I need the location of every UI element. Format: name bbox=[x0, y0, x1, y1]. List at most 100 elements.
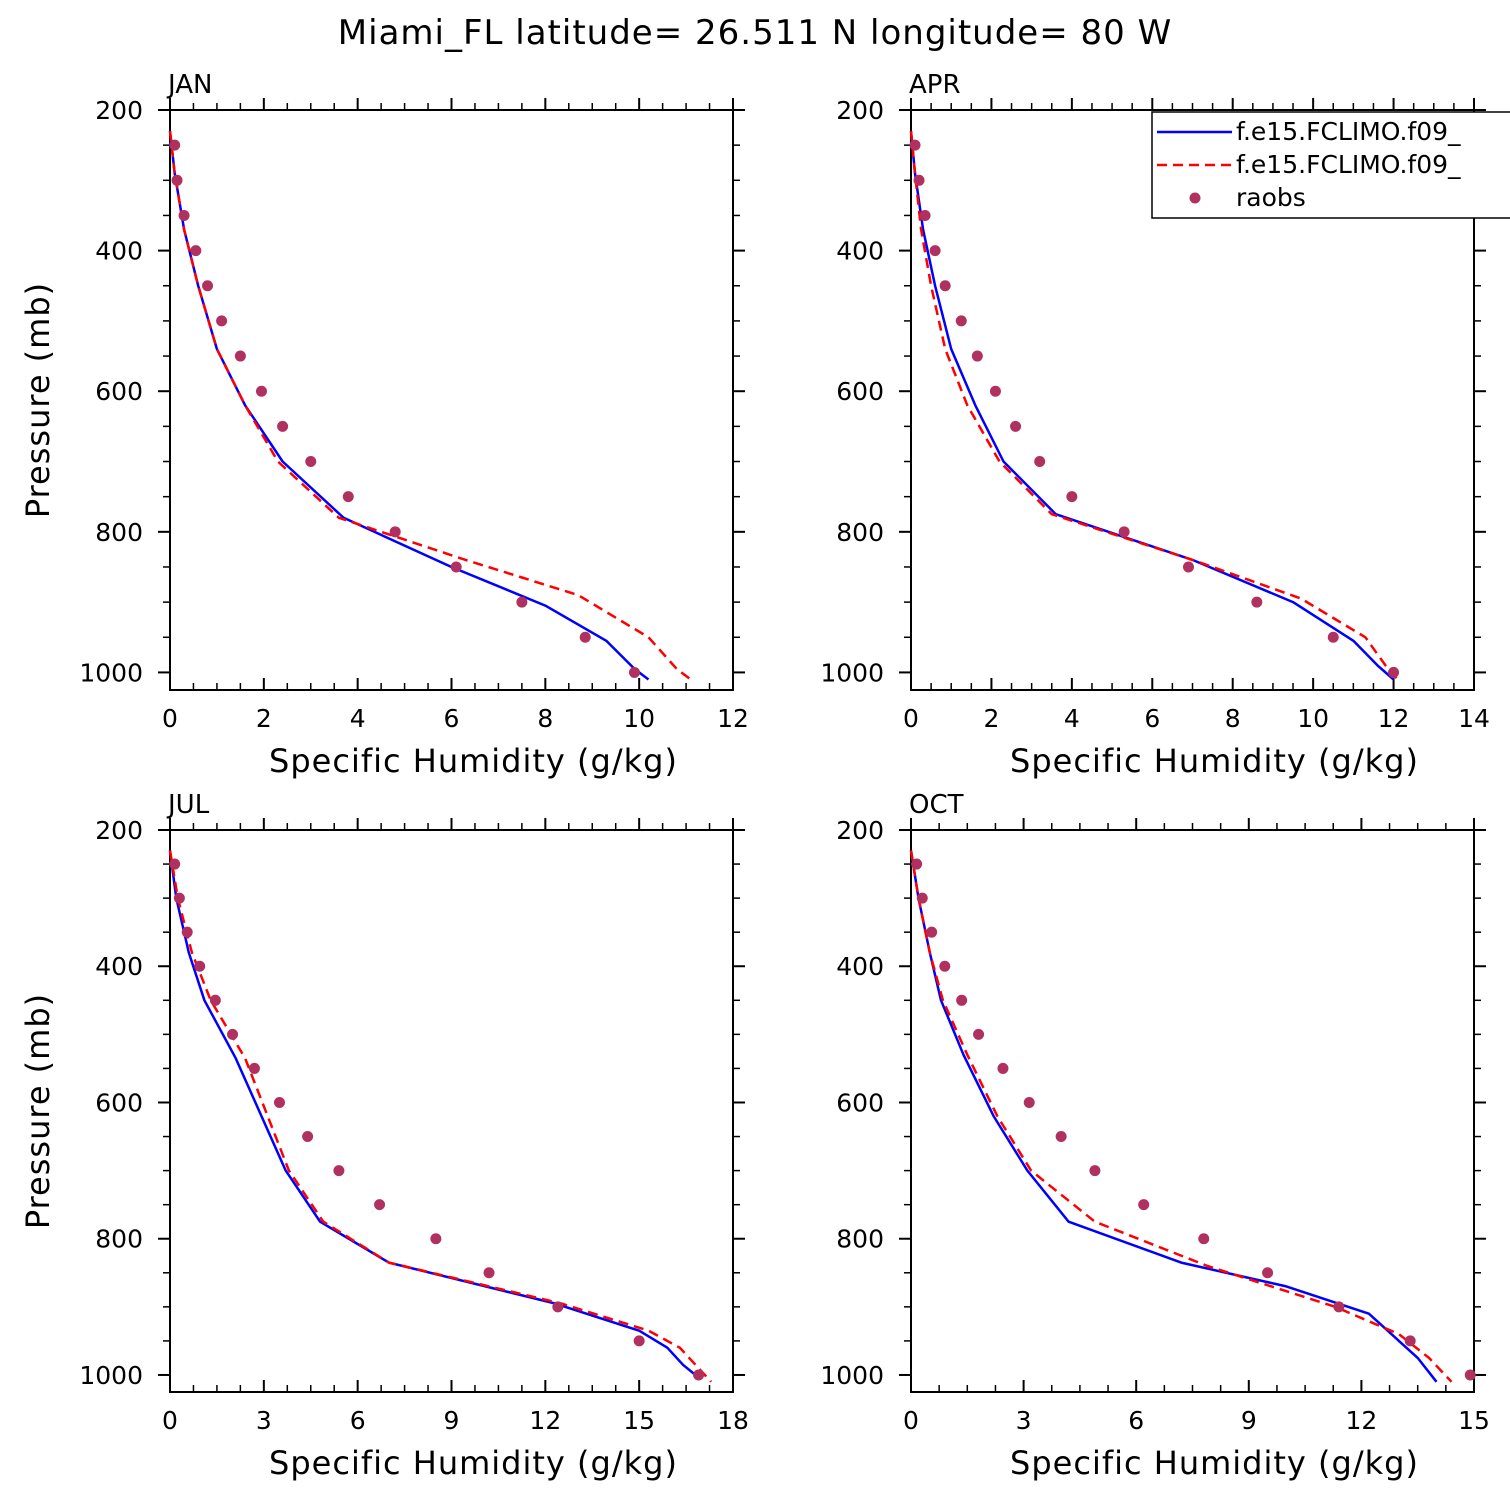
data-point-raobs bbox=[389, 526, 401, 538]
data-point-raobs bbox=[255, 385, 267, 397]
y-tick-label: 600 bbox=[836, 1088, 884, 1117]
y-axis-title-jul: Pressure (mb) bbox=[19, 993, 57, 1229]
data-point-raobs bbox=[1251, 596, 1263, 608]
x-axis-title-jan: Specific Humidity (g/kg) bbox=[269, 742, 678, 780]
data-point-raobs bbox=[178, 209, 190, 221]
data-point-raobs bbox=[929, 245, 941, 257]
x-tick-label: 9 bbox=[1241, 1406, 1257, 1435]
panel-label-oct: OCT bbox=[909, 790, 964, 820]
data-point-raobs bbox=[234, 350, 246, 362]
data-point-raobs bbox=[1010, 420, 1022, 432]
x-tick-label: 0 bbox=[903, 704, 919, 733]
data-point-raobs bbox=[169, 139, 181, 151]
x-tick-label: 0 bbox=[903, 1406, 919, 1435]
data-point-raobs bbox=[1089, 1165, 1101, 1177]
data-point-raobs bbox=[919, 209, 931, 221]
x-tick-label: 18 bbox=[717, 1406, 749, 1435]
y-axis-title-jan: Pressure (mb) bbox=[19, 282, 57, 518]
data-point-raobs bbox=[1262, 1267, 1274, 1279]
x-tick-label: 12 bbox=[1378, 704, 1410, 733]
data-point-raobs bbox=[973, 1028, 985, 1040]
panel-label-jan: JAN bbox=[166, 70, 212, 100]
data-point-raobs bbox=[1327, 631, 1339, 643]
x-tick-label: 2 bbox=[256, 704, 272, 733]
data-point-raobs bbox=[1066, 491, 1078, 503]
data-point-raobs bbox=[227, 1028, 239, 1040]
y-tick-label: 600 bbox=[95, 377, 143, 406]
data-point-raobs bbox=[248, 1062, 260, 1074]
x-tick-label: 12 bbox=[529, 1406, 561, 1435]
x-axis-title-oct: Specific Humidity (g/kg) bbox=[1010, 1444, 1419, 1482]
series-line-blue-solid bbox=[168, 850, 703, 1380]
data-point-raobs bbox=[911, 858, 923, 870]
panel-jan: JAN 0 2 4 6 8 10 12 200 400 600 800 1000 Specific Hum… bbox=[19, 70, 749, 780]
data-point-raobs bbox=[277, 420, 289, 432]
legend-label-model-1: f.e15.FCLIMO.f09_ bbox=[1236, 117, 1461, 146]
data-point-raobs bbox=[483, 1267, 495, 1279]
data-point-raobs bbox=[552, 1301, 564, 1313]
panel-jul: JUL 0 3 6 9 12 15 18 200 400 600 800 1000 Specific Hu… bbox=[19, 790, 749, 1482]
x-tick-label: 10 bbox=[623, 704, 655, 733]
data-point-raobs bbox=[305, 456, 317, 468]
series-line-red-dashed bbox=[909, 850, 1453, 1383]
data-point-raobs bbox=[1023, 1096, 1035, 1108]
y-tick-label: 1000 bbox=[820, 658, 884, 687]
data-point-raobs bbox=[169, 858, 181, 870]
panel-label-jul: JUL bbox=[166, 790, 210, 820]
x-tick-label: 9 bbox=[444, 1406, 460, 1435]
data-point-raobs bbox=[1333, 1301, 1345, 1313]
x-tick-label: 0 bbox=[162, 1406, 178, 1435]
legend-label-raobs: raobs bbox=[1236, 183, 1306, 212]
y-tick-label: 200 bbox=[95, 816, 143, 845]
x-tick-label: 6 bbox=[1128, 1406, 1144, 1435]
data-point-raobs bbox=[194, 960, 206, 972]
y-tick-label: 200 bbox=[836, 96, 884, 125]
data-point-raobs bbox=[989, 385, 1001, 397]
data-point-raobs bbox=[430, 1233, 442, 1245]
data-point-raobs bbox=[342, 491, 354, 503]
data-point-raobs bbox=[302, 1131, 314, 1143]
data-point-raobs bbox=[939, 960, 951, 972]
x-tick-label: 12 bbox=[1345, 1406, 1377, 1435]
legend-label-model-2: f.e15.FCLIMO.f09_ bbox=[1236, 150, 1461, 179]
data-point-raobs bbox=[633, 1335, 645, 1347]
y-tick-label: 200 bbox=[836, 816, 884, 845]
x-tick-label: 3 bbox=[256, 1406, 272, 1435]
series-line-red-dashed bbox=[168, 130, 692, 681]
data-point-raobs bbox=[1118, 526, 1130, 538]
data-point-raobs bbox=[579, 631, 591, 643]
panel-oct: OCT 0 3 6 9 12 15 200 400 600 800 1000 Specific Humi… bbox=[820, 790, 1490, 1482]
data-point-raobs bbox=[333, 1165, 345, 1177]
data-point-raobs bbox=[955, 315, 967, 327]
x-tick-label: 15 bbox=[623, 1406, 655, 1435]
series-line-red-dashed bbox=[909, 130, 1399, 681]
data-point-raobs bbox=[209, 994, 221, 1006]
x-tick-label: 12 bbox=[717, 704, 749, 733]
x-axis-title-jul: Specific Humidity (g/kg) bbox=[269, 1444, 678, 1482]
data-point-raobs bbox=[693, 1369, 705, 1381]
x-tick-label: 4 bbox=[350, 704, 366, 733]
x-tick-label: 15 bbox=[1458, 1406, 1490, 1435]
data-point-raobs bbox=[516, 596, 528, 608]
data-point-raobs bbox=[997, 1062, 1009, 1074]
y-tick-label: 400 bbox=[836, 237, 884, 266]
x-tick-label: 14 bbox=[1458, 704, 1490, 733]
data-point-raobs bbox=[1055, 1131, 1067, 1143]
y-tick-label: 800 bbox=[836, 518, 884, 547]
x-tick-label: 0 bbox=[162, 704, 178, 733]
data-point-raobs bbox=[190, 245, 202, 257]
x-tick-label: 4 bbox=[1064, 704, 1080, 733]
data-point-raobs bbox=[939, 280, 951, 292]
data-point-raobs bbox=[913, 174, 925, 186]
data-point-raobs bbox=[1464, 1369, 1476, 1381]
x-tick-label: 6 bbox=[444, 704, 460, 733]
data-point-raobs bbox=[1138, 1199, 1150, 1211]
panel-label-apr: APR bbox=[909, 70, 961, 100]
data-point-raobs bbox=[909, 139, 921, 151]
legend: f.e15.FCLIMO.f09_ f.e15.FCLIMO.f09_ raob… bbox=[1151, 111, 1510, 219]
y-tick-label: 600 bbox=[95, 1088, 143, 1117]
data-point-raobs bbox=[926, 926, 938, 938]
data-point-raobs bbox=[450, 561, 462, 573]
y-tick-label: 600 bbox=[836, 377, 884, 406]
